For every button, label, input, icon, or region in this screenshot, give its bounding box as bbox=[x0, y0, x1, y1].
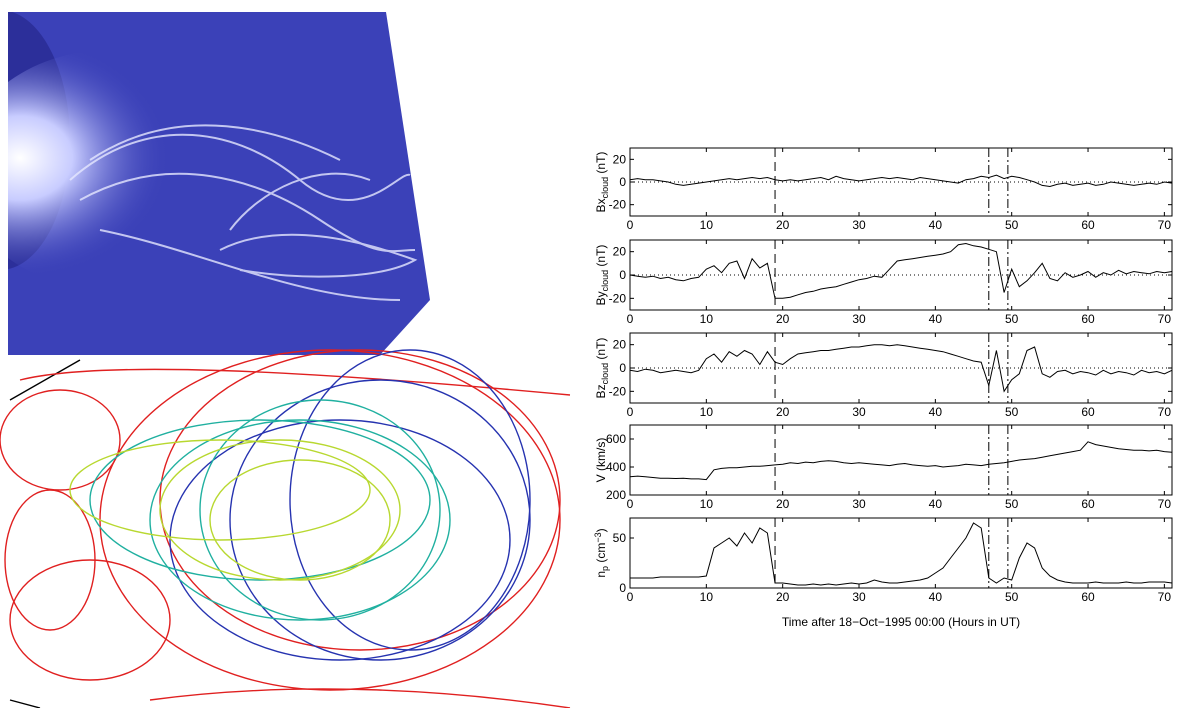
y-axis-label-part: Bz bbox=[594, 384, 608, 398]
x-tick-label: 60 bbox=[1081, 405, 1095, 419]
y-axis-label-part: (cm bbox=[594, 543, 608, 566]
y-tick-label: 20 bbox=[613, 245, 627, 259]
field-lines bbox=[0, 349, 571, 708]
x-tick-label: 70 bbox=[1158, 590, 1172, 604]
plot-frame bbox=[629, 517, 1173, 589]
x-tick-label: 40 bbox=[929, 405, 943, 419]
x-tick-label: 0 bbox=[627, 405, 634, 419]
x-tick-label: 30 bbox=[852, 405, 866, 419]
x-tick-label: 20 bbox=[776, 312, 790, 326]
y-axis-label-part: ) bbox=[594, 528, 608, 532]
x-tick-label: 50 bbox=[1005, 218, 1019, 232]
red-lines bbox=[0, 349, 571, 708]
x-tick-label: 10 bbox=[700, 497, 714, 511]
y-axis-label-part: n bbox=[594, 571, 608, 578]
x-tick-label: 0 bbox=[627, 218, 634, 232]
y-axis-label-part: cloud bbox=[600, 363, 610, 385]
y-tick-label: 400 bbox=[606, 460, 626, 474]
x-tick-label: 10 bbox=[700, 405, 714, 419]
y-axis-label: np (cm−3) bbox=[593, 528, 609, 577]
x-tick-label: 40 bbox=[929, 590, 943, 604]
x-tick-label: 50 bbox=[1005, 405, 1019, 419]
y-tick-label: -20 bbox=[609, 198, 627, 212]
x-tick-label: 30 bbox=[852, 497, 866, 511]
x-tick-label: 0 bbox=[627, 497, 634, 511]
x-tick-label: 70 bbox=[1158, 497, 1172, 511]
x-tick-label: 40 bbox=[929, 312, 943, 326]
x-tick-label: 10 bbox=[700, 218, 714, 232]
y-tick-label: 600 bbox=[606, 432, 626, 446]
y-tick-label: 200 bbox=[606, 488, 626, 502]
loops bbox=[69, 124, 418, 301]
coronagraph-image bbox=[8, 12, 430, 355]
x-tick-label: 20 bbox=[776, 497, 790, 511]
y-tick-label: 0 bbox=[619, 581, 626, 595]
x-tick-label: 50 bbox=[1005, 312, 1019, 326]
x-tick-label: 40 bbox=[929, 218, 943, 232]
yellow-lines bbox=[69, 439, 401, 581]
x-tick-label: 20 bbox=[776, 405, 790, 419]
panel: 0 10 20 30 40 50 60 70 50 0 np (cm−3) Time after 18… bbox=[593, 517, 1173, 629]
x-tick-label: 20 bbox=[776, 590, 790, 604]
y-axis-label: Bycloud (nT) bbox=[594, 245, 610, 306]
y-tick-label: 0 bbox=[619, 268, 626, 282]
series-line bbox=[629, 441, 1173, 481]
x-tick-label: 30 bbox=[852, 590, 866, 604]
y-axis-label-part: (nT) bbox=[594, 245, 608, 270]
x-tick-label: 60 bbox=[1081, 218, 1095, 232]
y-axis-label: V (km/s) bbox=[594, 438, 608, 483]
x-tick-label: 50 bbox=[1005, 590, 1019, 604]
x-tick-label: 0 bbox=[627, 312, 634, 326]
x-tick-label: 10 bbox=[700, 590, 714, 604]
y-axis-label: Bxcloud (nT) bbox=[594, 152, 610, 213]
x-axis-label: Time after 18−Oct−1995 00:00 (Hours in U… bbox=[782, 615, 1020, 629]
y-tick-label: 20 bbox=[613, 338, 627, 352]
x-tick-label: 30 bbox=[852, 218, 866, 232]
x-tick-label: 30 bbox=[852, 312, 866, 326]
x-tick-label: 50 bbox=[1005, 497, 1019, 511]
y-tick-label: 50 bbox=[613, 531, 627, 545]
series-line bbox=[630, 522, 1173, 586]
series-line bbox=[629, 344, 1173, 393]
x-tick-label: 70 bbox=[1158, 405, 1172, 419]
y-tick-label: 0 bbox=[619, 361, 626, 375]
x-tick-label: 0 bbox=[627, 590, 634, 604]
y-axis-label-part: By bbox=[594, 291, 608, 305]
y-tick-label: 20 bbox=[613, 152, 627, 166]
y-axis-label-part: p bbox=[600, 566, 610, 571]
y-axis-label-part: (nT) bbox=[594, 152, 608, 177]
panel: 0 10 20 30 40 50 60 70 600 400 200 V (km/s) bbox=[594, 424, 1173, 511]
x-tick-label: 20 bbox=[776, 218, 790, 232]
x-tick-label: 40 bbox=[929, 497, 943, 511]
series-line bbox=[629, 242, 1173, 299]
blue-lines bbox=[169, 349, 531, 661]
bright-core bbox=[8, 50, 260, 290]
y-axis-label-part: cloud bbox=[600, 177, 610, 199]
x-tick-label: 10 bbox=[700, 312, 714, 326]
y-tick-label: 0 bbox=[619, 175, 626, 189]
series-line bbox=[629, 174, 1173, 188]
y-axis-label-part: V (km/s) bbox=[594, 438, 608, 483]
y-tick-label: -20 bbox=[609, 291, 627, 305]
boundary bbox=[9, 359, 81, 708]
x-tick-label: 70 bbox=[1158, 218, 1172, 232]
x-tick-label: 60 bbox=[1081, 497, 1095, 511]
y-axis-label-part: cloud bbox=[600, 270, 610, 292]
x-tick-label: 60 bbox=[1081, 590, 1095, 604]
y-axis-label-part: −3 bbox=[593, 532, 603, 542]
y-axis-label-part: (nT) bbox=[594, 338, 608, 363]
plot-frame bbox=[629, 424, 1173, 496]
x-tick-label: 70 bbox=[1158, 312, 1172, 326]
y-axis-label: Bzcloud (nT) bbox=[594, 338, 610, 399]
y-tick-label: -20 bbox=[609, 384, 627, 398]
y-axis-label-part: Bx bbox=[594, 198, 608, 212]
teal-lines bbox=[89, 399, 451, 621]
x-tick-label: 60 bbox=[1081, 312, 1095, 326]
